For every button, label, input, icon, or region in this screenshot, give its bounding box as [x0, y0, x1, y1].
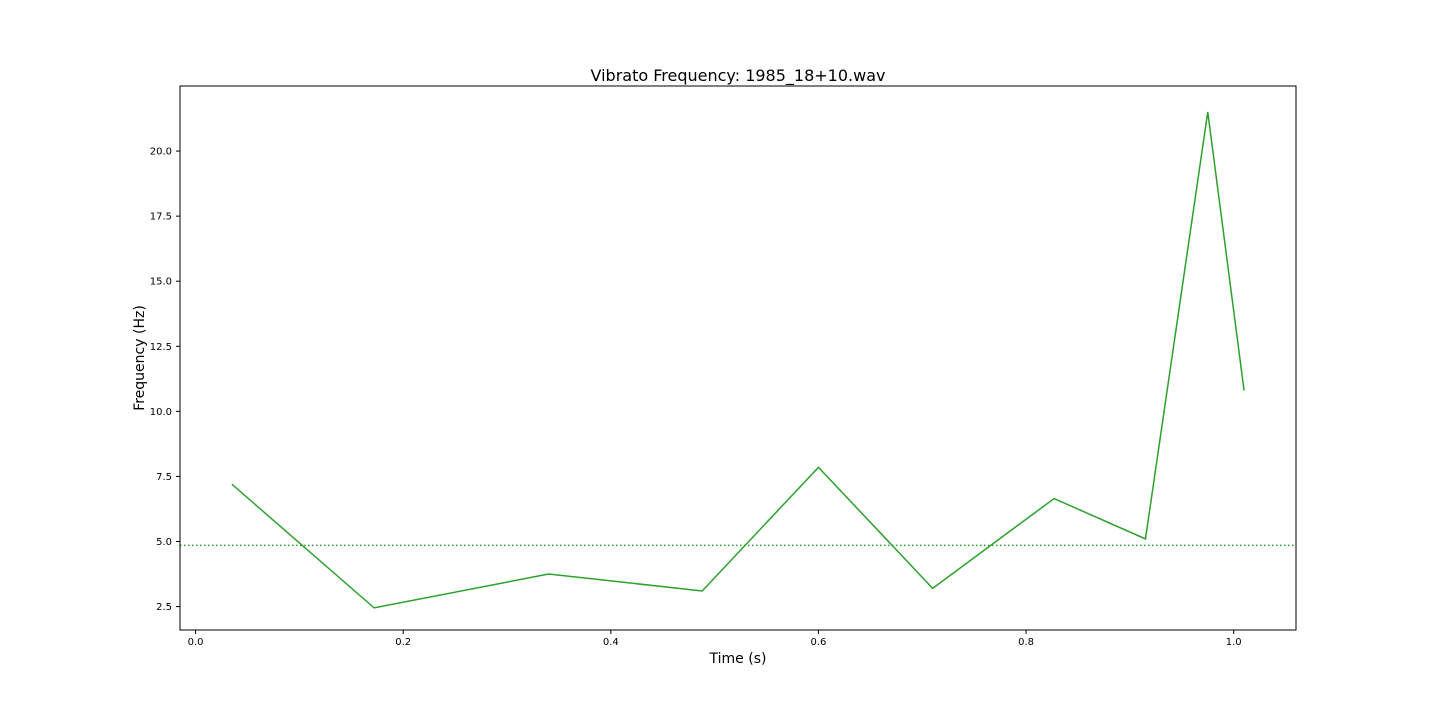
y-axis-label: Frequency (Hz): [132, 305, 148, 411]
x-tick-label: 0.8: [1018, 637, 1034, 648]
y-tick-label: 7.5: [156, 472, 172, 483]
y-axis-ticks: 2.5 5.0 7.5 10.0 12.5 15.0 17.5 20.0: [150, 147, 180, 613]
y-tick-label: 12.5: [150, 342, 172, 353]
x-tick-label: 0.4: [603, 637, 619, 648]
chart-title: Vibrato Frequency: 1985_18+10.wav: [591, 66, 886, 86]
x-axis-label: Time (s): [709, 651, 767, 667]
x-axis-ticks: 0.0 0.2 0.4 0.6 0.8 1.0: [188, 630, 1242, 648]
y-tick-label: 15.0: [150, 277, 172, 288]
series-layer: [231, 111, 1245, 609]
x-tick-label: 1.0: [1226, 637, 1242, 648]
y-tick-label: 5.0: [156, 537, 172, 548]
x-tick-label: 0.6: [811, 637, 827, 648]
y-tick-label: 17.5: [150, 212, 172, 223]
x-tick-label: 0.2: [395, 637, 411, 648]
y-tick-label: 10.0: [150, 407, 172, 418]
y-tick-label: 20.0: [150, 147, 172, 158]
x-tick-label: 0.0: [188, 637, 204, 648]
y-tick-label: 2.5: [156, 602, 172, 613]
series-line-0: [231, 111, 1245, 609]
plot-area-frame: [179, 85, 1297, 631]
